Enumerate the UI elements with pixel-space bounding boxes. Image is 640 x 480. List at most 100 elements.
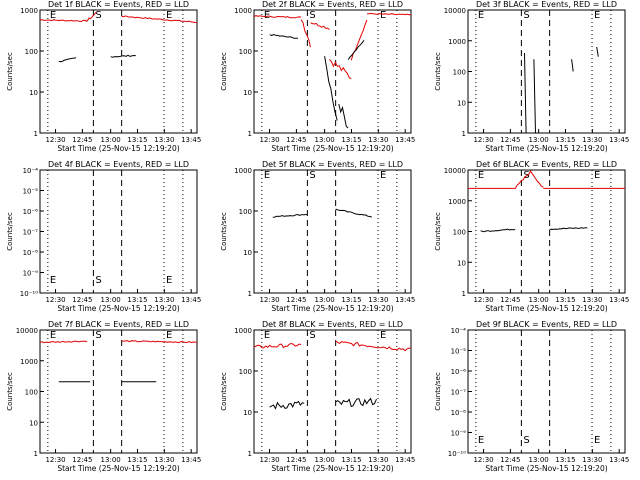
- x-tick-label: 13:00: [529, 456, 549, 464]
- time-marker-label: E: [594, 435, 600, 446]
- x-tick-label: 12:30: [259, 136, 279, 144]
- y-tick-label: 1000: [234, 7, 252, 15]
- x-tick-label: 13:30: [154, 136, 174, 144]
- y-tick-label: 10: [29, 419, 38, 427]
- time-marker-label: S: [523, 435, 529, 446]
- time-marker-label: E: [166, 10, 172, 21]
- y-tick-label: 10⁻⁴: [23, 167, 39, 175]
- time-marker-label: S: [309, 330, 315, 341]
- plot-frame: [467, 9, 626, 134]
- x-tick-label: 13:45: [395, 296, 415, 304]
- x-tick-label: 13:45: [609, 456, 629, 464]
- y-tick-label: 1: [248, 290, 252, 298]
- x-tick-label: 12:30: [473, 136, 493, 144]
- x-tick-label: 13:00: [315, 296, 335, 304]
- x-tick-label: 13:45: [181, 296, 201, 304]
- plot-frame: [253, 169, 412, 294]
- y-tick-label: 10⁻¹⁰: [448, 450, 466, 458]
- x-tick-label: 12:45: [500, 456, 520, 464]
- time-marker-label: S: [523, 10, 529, 21]
- x-tick-label: 13:15: [127, 456, 147, 464]
- events-series-line: [269, 400, 305, 410]
- time-marker-label: E: [166, 330, 172, 341]
- x-tick-label: 13:30: [582, 136, 602, 144]
- lld-series-line: [335, 340, 412, 352]
- y-tick-label: 1: [462, 130, 466, 138]
- y-tick-label: 10⁻⁸: [23, 249, 39, 257]
- x-axis-label: Start Time (25-Nov-15 12:19:20): [57, 464, 179, 473]
- x-tick-label: 13:00: [315, 456, 335, 464]
- y-tick-label: 1000: [234, 167, 252, 175]
- x-tick-label: 12:30: [45, 456, 65, 464]
- y-tick-label: 1: [248, 450, 252, 458]
- y-tick-label: 10⁻⁶: [23, 208, 39, 216]
- y-axis-label: Counts/sec: [220, 52, 228, 91]
- time-marker-label: E: [594, 10, 600, 21]
- events-series-line: [335, 208, 372, 218]
- y-tick-label: 10: [243, 249, 252, 257]
- x-axis-label: Start Time (25-Nov-15 12:19:20): [485, 304, 607, 313]
- events-series-line: [324, 56, 338, 121]
- time-marker-label: E: [478, 10, 484, 21]
- x-tick-label: 12:45: [500, 296, 520, 304]
- y-tick-label: 10: [29, 89, 38, 97]
- y-tick-label: 10⁻⁷: [23, 229, 39, 237]
- plot-frame: [253, 329, 412, 454]
- events-series-line: [480, 228, 516, 233]
- time-marker-label: E: [50, 330, 56, 341]
- time-marker-label: E: [380, 330, 386, 341]
- x-axis-label: Start Time (25-Nov-15 12:19:20): [485, 144, 607, 153]
- x-tick-label: 12:30: [473, 456, 493, 464]
- lld-series-line: [121, 340, 198, 344]
- detector-panel: Det 4f BLACK = Events, RED = LLD E S E 12:30…: [6, 160, 201, 313]
- y-tick-label: 100: [239, 208, 252, 216]
- y-tick-label: 10⁻⁶: [451, 368, 467, 376]
- x-tick-label: 13:00: [315, 136, 335, 144]
- y-tick-label: 1000: [234, 327, 252, 335]
- panel-title: Det 5f BLACK = Events, RED = LLD: [262, 160, 403, 169]
- x-tick-label: 12:45: [72, 456, 92, 464]
- x-tick-label: 12:45: [500, 136, 520, 144]
- y-tick-label: 10⁻⁸: [451, 409, 467, 417]
- y-tick-label: 10000: [16, 327, 38, 335]
- time-marker-label: E: [50, 10, 56, 21]
- lld-series-line: [366, 12, 412, 16]
- x-tick-label: 13:15: [555, 456, 575, 464]
- y-tick-label: 1: [34, 130, 38, 138]
- y-tick-label: 1: [34, 450, 38, 458]
- x-tick-label: 12:30: [45, 136, 65, 144]
- panel-title: Det 6f BLACK = Events, RED = LLD: [476, 160, 617, 169]
- x-tick-label: 13:00: [529, 136, 549, 144]
- lld-series-line: [39, 340, 88, 344]
- panel-title: Det 4f BLACK = Events, RED = LLD: [48, 160, 189, 169]
- x-tick-label: 13:15: [127, 136, 147, 144]
- lld-series-line: [350, 19, 368, 61]
- x-tick-label: 12:45: [286, 136, 306, 144]
- y-axis-label: Counts/sec: [434, 212, 442, 251]
- lld-series-line: [39, 19, 88, 23]
- y-tick-label: 1000: [20, 7, 38, 15]
- y-tick-label: 10: [243, 89, 252, 97]
- panel-title: Det 9f BLACK = Events, RED = LLD: [476, 320, 617, 329]
- time-marker-label: E: [380, 10, 386, 21]
- events-series-line: [533, 59, 536, 134]
- events-series-line: [269, 33, 299, 39]
- x-axis-label: Start Time (25-Nov-15 12:19:20): [57, 304, 179, 313]
- x-tick-label: 13:45: [609, 136, 629, 144]
- y-tick-label: 100: [453, 69, 466, 77]
- x-tick-label: 12:45: [286, 456, 306, 464]
- time-marker-label: E: [478, 170, 484, 181]
- x-tick-label: 13:45: [181, 136, 201, 144]
- detector-panel: Det 9f BLACK = Events, RED = LLD E S E 12:30…: [434, 320, 629, 473]
- panel-title: Det 3f BLACK = Events, RED = LLD: [476, 0, 617, 9]
- y-axis-label: Counts/sec: [434, 52, 442, 91]
- x-tick-label: 13:30: [582, 296, 602, 304]
- x-tick-label: 12:30: [259, 296, 279, 304]
- y-tick-label: 10⁻⁵: [23, 188, 39, 196]
- events-series-line: [110, 54, 136, 58]
